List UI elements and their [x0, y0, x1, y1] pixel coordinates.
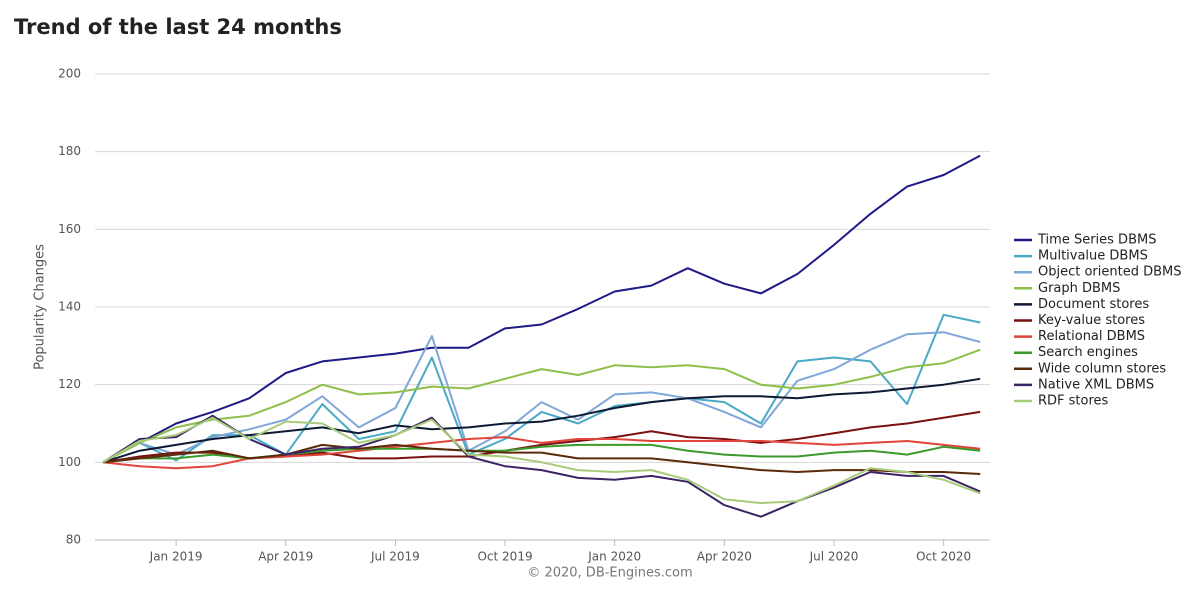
y-tick-label: 160: [58, 222, 81, 236]
legend-label[interactable]: Multivalue DBMS: [1038, 249, 1148, 264]
legend-label[interactable]: Native XML DBMS: [1038, 377, 1154, 392]
legend-label[interactable]: Search engines: [1038, 345, 1138, 360]
x-tick-label: Jan 2019: [149, 550, 203, 564]
y-tick-label: 80: [66, 533, 81, 547]
legend-label[interactable]: Time Series DBMS: [1037, 233, 1156, 248]
x-tick-label: Apr 2019: [258, 550, 313, 564]
x-tick-label: Apr 2020: [697, 550, 752, 564]
series-line: [102, 377, 981, 464]
x-tick-label: Jul 2020: [809, 550, 859, 564]
y-tick-label: 180: [58, 144, 81, 158]
x-tick-label: Oct 2019: [477, 550, 532, 564]
x-tick-label: Jan 2020: [587, 550, 641, 564]
y-axis-label: Popularity Changes: [33, 244, 48, 370]
series-line: [102, 154, 981, 464]
series-line: [102, 313, 981, 464]
series-line: [102, 443, 981, 475]
legend-label[interactable]: Document stores: [1038, 297, 1149, 312]
series-line: [102, 348, 981, 464]
footer: © 2020, DB-Engines.com: [527, 566, 692, 581]
x-tick-label: Jul 2019: [370, 550, 420, 564]
chart-title: Trend of the last 24 months: [14, 15, 342, 39]
y-tick-label: 120: [58, 377, 81, 391]
series-line: [102, 331, 981, 464]
y-tick-label: 140: [58, 300, 81, 314]
y-tick-label: 200: [58, 67, 81, 81]
series-line: [102, 416, 981, 505]
legend-label[interactable]: Key-value stores: [1038, 313, 1145, 328]
legend-label[interactable]: Graph DBMS: [1038, 281, 1120, 296]
legend-label[interactable]: Wide column stores: [1038, 361, 1166, 376]
legend-label[interactable]: RDF stores: [1038, 394, 1109, 409]
legend-label[interactable]: Relational DBMS: [1038, 329, 1145, 344]
legend-label[interactable]: Object oriented DBMS: [1038, 265, 1182, 280]
y-tick-label: 100: [58, 455, 81, 469]
x-tick-label: Oct 2020: [916, 550, 971, 564]
